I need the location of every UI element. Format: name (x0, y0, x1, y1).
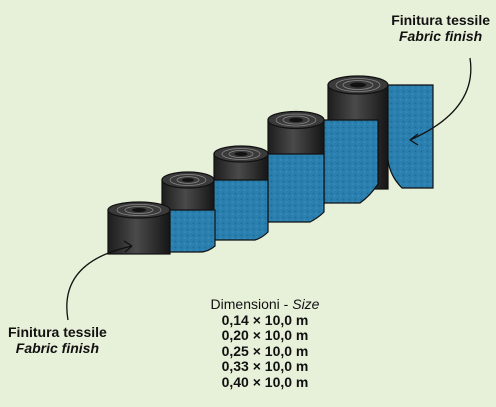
callout-arrow-bottom (66, 240, 133, 321)
dimensions-heading-it: Dimensioni - (210, 296, 293, 312)
size-row-2: 0,20 × 10,0 m (221, 327, 309, 343)
size-row-1: 0,14 × 10,0 m (221, 311, 309, 328)
roll-1 (107, 201, 216, 255)
fabric-strip-3 (265, 153, 325, 223)
fabric-strip-1 (167, 209, 216, 253)
callout-bottom-label-it: Finitura tessile (8, 324, 107, 340)
size-row-3: 0,25 × 10,0 m (221, 342, 309, 359)
dimensions-heading-en: Size (292, 296, 320, 312)
callout-bottom-label-en: Fabric finish (15, 340, 100, 356)
callout-top-label-it: Finitura tessile (391, 12, 490, 28)
fabric-strip-2 (211, 179, 269, 241)
fabric-strip-5 (381, 84, 434, 189)
callout-fabric-finish-bottom: Finitura tessile Fabric finish (8, 324, 107, 356)
dimensions-list: Dimensioni - Size 0,14 × 10,0 m 0,20 × 1… (165, 296, 365, 390)
size-row-5: 0,40 × 10,0 m (221, 373, 309, 390)
fabric-strip-4 (321, 119, 379, 204)
callout-arrow-top (409, 57, 472, 146)
dimensions-heading: Dimensioni - Size (165, 296, 365, 313)
callout-top-label-en: Fabric finish (398, 28, 483, 44)
callout-fabric-finish-top: Finitura tessile Fabric finish (391, 12, 490, 44)
size-row-4: 0,33 × 10,0 m (221, 358, 309, 374)
